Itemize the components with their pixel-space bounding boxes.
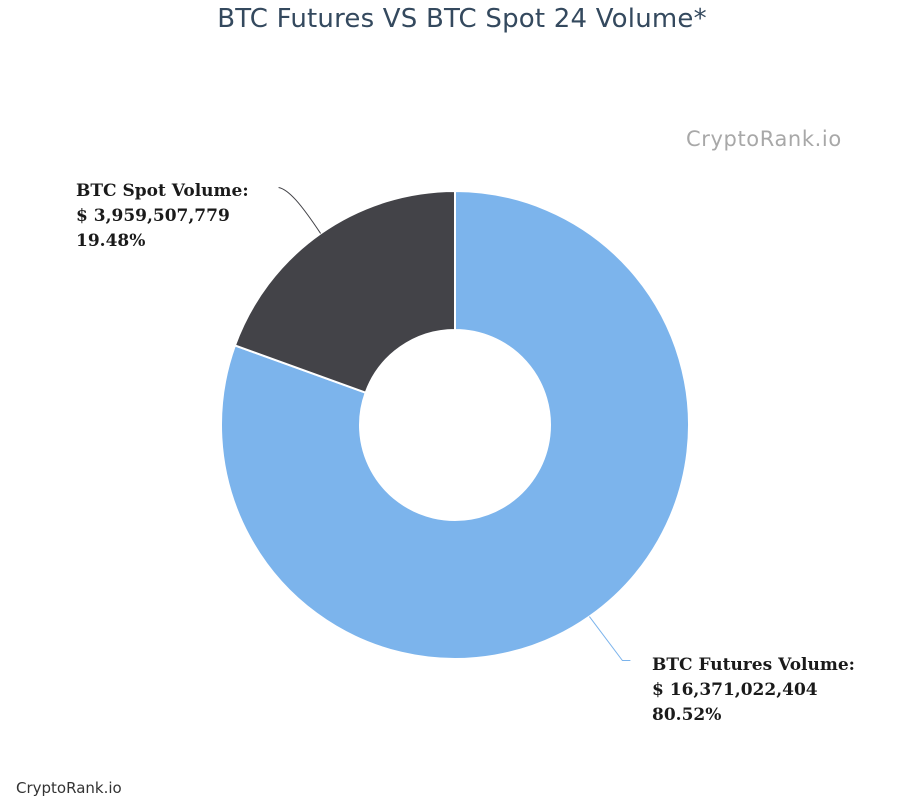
pie-slices xyxy=(220,190,690,660)
label-connectors xyxy=(278,186,631,662)
slice-label-futures: BTC Futures Volume: $ 16,371,022,404 80.… xyxy=(652,653,855,728)
chart-title: BTC Futures VS BTC Spot 24 Volume* xyxy=(217,4,707,34)
slice-label-percent: 19.48% xyxy=(76,231,146,251)
slice-label-name: BTC Futures Volume: xyxy=(652,655,855,675)
slice-label-spot: BTC Spot Volume: $ 3,959,507,779 19.48% xyxy=(76,179,249,254)
slice-label-value: $ 3,959,507,779 xyxy=(76,206,230,226)
connector-futures xyxy=(589,616,631,662)
pie-slice-btc-spot-volume[interactable] xyxy=(233,190,456,394)
credit-link[interactable]: CryptoRank.io xyxy=(16,779,122,797)
pie-slice-btc-futures-volume[interactable] xyxy=(220,190,690,660)
connector-spot xyxy=(278,186,322,234)
slice-label-value: $ 16,371,022,404 xyxy=(652,680,818,700)
watermark: CryptoRank.io xyxy=(686,127,842,151)
slice-label-percent: 80.52% xyxy=(652,705,722,725)
slice-label-name: BTC Spot Volume: xyxy=(76,181,249,201)
